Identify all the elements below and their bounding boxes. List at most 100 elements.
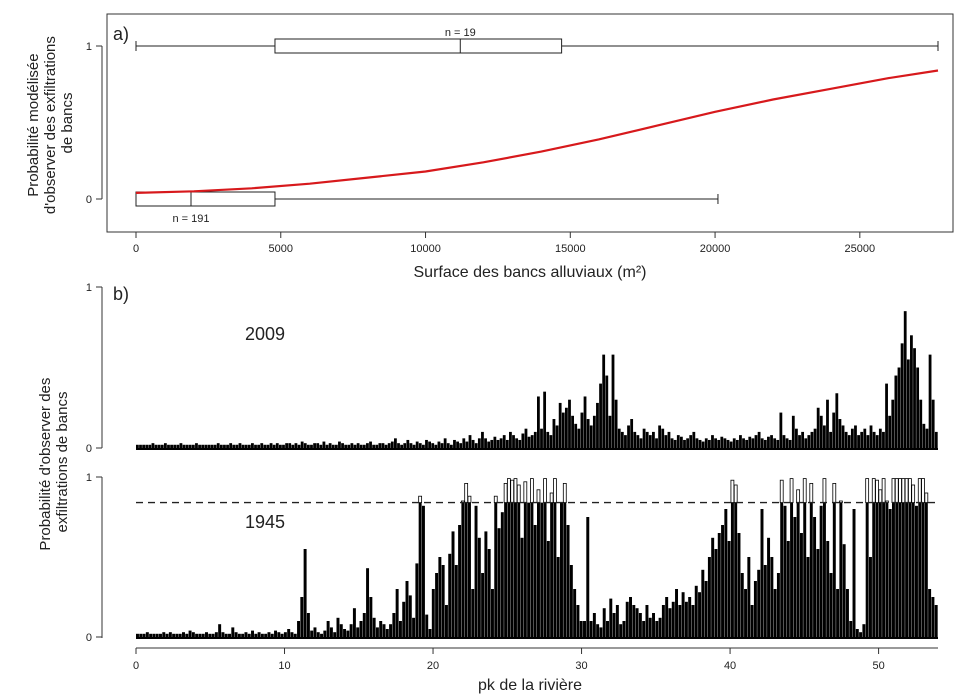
panel-a-x-ticks: 0 5000 10000 15000 20000 25000 bbox=[133, 231, 875, 255]
bar bbox=[642, 621, 646, 637]
bar bbox=[211, 633, 215, 637]
bar bbox=[270, 633, 274, 637]
bar bbox=[145, 444, 149, 448]
bar bbox=[213, 444, 217, 448]
bar bbox=[515, 438, 519, 448]
bar bbox=[182, 632, 185, 637]
bar bbox=[767, 537, 771, 637]
bar bbox=[589, 425, 593, 448]
bar bbox=[652, 431, 655, 448]
bar bbox=[633, 431, 637, 448]
bar bbox=[658, 425, 662, 448]
bar-above-threshold bbox=[921, 478, 925, 504]
bar bbox=[160, 444, 164, 448]
bar bbox=[251, 630, 254, 637]
bar bbox=[816, 549, 820, 637]
bar-above-threshold bbox=[898, 478, 902, 504]
bar bbox=[913, 348, 916, 448]
bar bbox=[605, 375, 609, 448]
bar bbox=[241, 444, 245, 448]
bar bbox=[735, 439, 739, 448]
bar bbox=[172, 633, 176, 637]
bar bbox=[464, 502, 468, 637]
bar bbox=[395, 589, 399, 637]
bar bbox=[832, 412, 836, 448]
bar bbox=[714, 549, 718, 637]
bar bbox=[580, 412, 584, 448]
bar bbox=[911, 502, 915, 637]
bar bbox=[188, 444, 192, 448]
bar-above-threshold bbox=[553, 478, 557, 504]
bar bbox=[747, 557, 751, 637]
bar bbox=[512, 435, 515, 448]
bar bbox=[152, 633, 156, 637]
bar bbox=[247, 444, 251, 448]
bar bbox=[807, 435, 811, 448]
bar bbox=[619, 624, 623, 637]
bar bbox=[639, 438, 643, 448]
bar bbox=[188, 630, 192, 637]
bar-above-threshold bbox=[562, 482, 567, 503]
bar bbox=[865, 502, 869, 637]
bar bbox=[558, 402, 562, 448]
bar bbox=[698, 439, 702, 448]
bar bbox=[801, 431, 805, 448]
bar bbox=[323, 630, 327, 637]
bar bbox=[297, 444, 301, 448]
bar bbox=[866, 435, 870, 448]
bar bbox=[471, 439, 475, 448]
bar-above-threshold bbox=[503, 482, 508, 503]
bar bbox=[145, 632, 149, 637]
bar bbox=[857, 435, 860, 448]
bar-above-threshold bbox=[865, 478, 870, 504]
bar bbox=[916, 367, 920, 448]
bar bbox=[198, 633, 202, 637]
boxplot-top-n-label: n = 19 bbox=[445, 27, 476, 39]
bar bbox=[214, 632, 218, 637]
bar bbox=[142, 633, 146, 637]
bar bbox=[586, 517, 590, 637]
bar-above-threshold bbox=[822, 478, 827, 504]
bar bbox=[523, 502, 527, 637]
bar bbox=[415, 441, 419, 448]
bar bbox=[325, 444, 329, 448]
bar bbox=[142, 444, 146, 448]
bar bbox=[842, 544, 846, 637]
bar bbox=[897, 367, 901, 448]
bar bbox=[218, 624, 222, 637]
bar bbox=[574, 423, 578, 448]
bar bbox=[434, 444, 438, 448]
x-tick-label: 30 bbox=[575, 660, 587, 672]
bar bbox=[763, 565, 767, 637]
bar bbox=[859, 632, 863, 637]
bar bbox=[790, 502, 794, 637]
bar bbox=[900, 343, 904, 448]
bar bbox=[409, 443, 413, 448]
bar bbox=[704, 581, 708, 637]
x-tick-label: 10 bbox=[278, 660, 290, 672]
bar bbox=[707, 439, 711, 448]
bar bbox=[500, 512, 504, 637]
bar bbox=[845, 589, 849, 637]
bar bbox=[740, 573, 744, 637]
bar bbox=[608, 415, 612, 448]
bar bbox=[182, 444, 186, 448]
bar bbox=[247, 633, 251, 637]
bar bbox=[185, 633, 189, 637]
bar bbox=[530, 435, 534, 448]
bar bbox=[418, 443, 422, 448]
bar bbox=[727, 541, 731, 637]
bar bbox=[428, 629, 432, 637]
bar bbox=[394, 438, 397, 448]
bar-above-threshold bbox=[536, 489, 541, 503]
bar bbox=[272, 444, 276, 448]
bar bbox=[521, 433, 525, 448]
bar bbox=[860, 431, 864, 448]
bar bbox=[356, 627, 360, 637]
bar bbox=[717, 533, 721, 637]
bar bbox=[440, 443, 444, 448]
bar bbox=[504, 502, 508, 637]
bar bbox=[826, 399, 829, 448]
bar bbox=[458, 525, 462, 637]
bar-above-threshold bbox=[418, 495, 423, 504]
